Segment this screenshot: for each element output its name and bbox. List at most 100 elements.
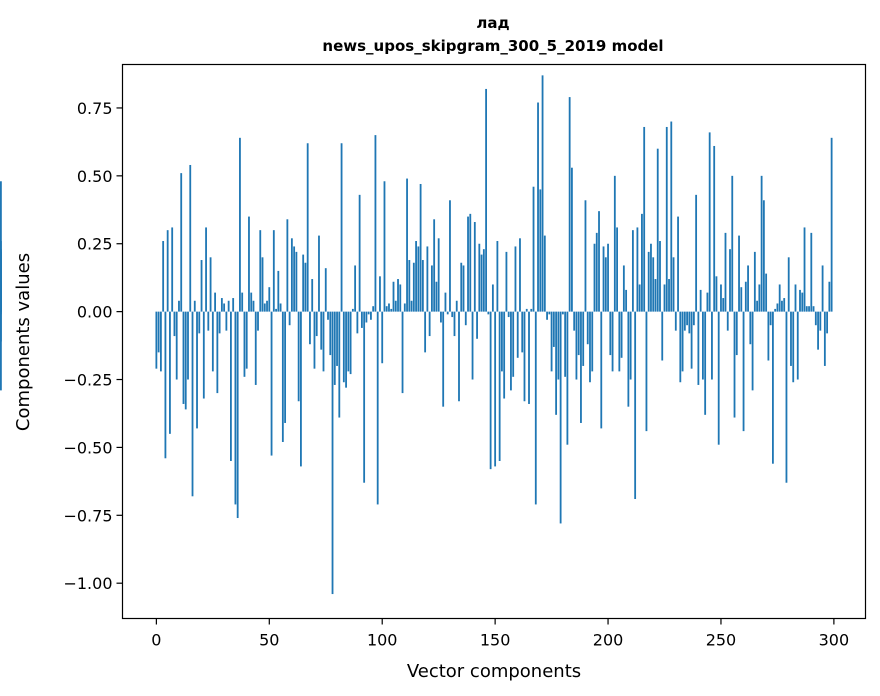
bar bbox=[620, 311, 623, 358]
bar bbox=[828, 281, 831, 312]
bar bbox=[234, 311, 237, 505]
bar bbox=[207, 311, 210, 331]
bar bbox=[476, 311, 478, 339]
bar bbox=[772, 311, 774, 464]
bar bbox=[534, 311, 537, 505]
y-tick-label: −0.75 bbox=[63, 506, 112, 525]
bar bbox=[573, 311, 576, 331]
bar bbox=[223, 303, 226, 312]
bar bbox=[652, 257, 655, 312]
y-tick-label: −0.25 bbox=[63, 371, 112, 390]
bar bbox=[164, 311, 167, 459]
bar bbox=[318, 235, 320, 312]
bar bbox=[595, 232, 598, 312]
bar bbox=[762, 200, 765, 312]
bar bbox=[528, 311, 530, 404]
bar bbox=[683, 311, 686, 331]
bar bbox=[589, 311, 591, 383]
bar bbox=[803, 227, 806, 312]
bar bbox=[769, 311, 772, 326]
bar bbox=[311, 279, 314, 312]
bar bbox=[313, 311, 316, 369]
bar bbox=[765, 273, 768, 312]
bar bbox=[751, 311, 754, 391]
bar bbox=[209, 257, 212, 312]
bar bbox=[421, 260, 424, 312]
bar bbox=[501, 311, 503, 372]
y-tick-label: 0.00 bbox=[77, 303, 113, 322]
x-tick-label: 200 bbox=[593, 631, 624, 650]
bar bbox=[462, 265, 465, 312]
bar bbox=[559, 311, 562, 524]
bar bbox=[532, 186, 535, 312]
bar bbox=[591, 311, 594, 372]
bar bbox=[810, 232, 813, 312]
bar bbox=[787, 257, 790, 312]
bar bbox=[758, 284, 761, 312]
bar bbox=[826, 311, 829, 334]
bar bbox=[458, 311, 460, 402]
bar bbox=[774, 308, 777, 312]
bar bbox=[437, 238, 440, 312]
bar bbox=[453, 311, 456, 337]
bar bbox=[731, 175, 734, 312]
x-tick-label: 150 bbox=[480, 631, 511, 650]
bar bbox=[297, 311, 300, 402]
bar bbox=[257, 311, 259, 331]
bar bbox=[781, 300, 783, 312]
bar bbox=[442, 311, 445, 407]
bar bbox=[510, 311, 512, 391]
bar bbox=[819, 311, 822, 331]
bar bbox=[324, 268, 327, 312]
x-axis-label: Vector components bbox=[407, 661, 581, 682]
bar bbox=[159, 311, 162, 372]
bar bbox=[403, 303, 406, 312]
bar bbox=[379, 276, 381, 312]
bar bbox=[711, 311, 713, 380]
bar bbox=[356, 311, 359, 334]
bar bbox=[747, 265, 749, 312]
bar bbox=[191, 311, 194, 497]
bar bbox=[171, 227, 174, 312]
bar bbox=[424, 311, 427, 353]
bar bbox=[444, 292, 447, 312]
bar bbox=[0, 181, 2, 312]
bar bbox=[600, 311, 603, 429]
bar bbox=[679, 311, 682, 383]
bar bbox=[564, 311, 567, 377]
bar bbox=[627, 311, 630, 407]
bar bbox=[738, 235, 740, 312]
bar bbox=[272, 230, 275, 312]
bar bbox=[322, 311, 325, 372]
bar bbox=[681, 311, 684, 372]
bar bbox=[399, 284, 402, 312]
bar bbox=[372, 306, 375, 312]
bar bbox=[503, 311, 506, 399]
bar bbox=[537, 102, 539, 312]
bar bbox=[756, 300, 759, 312]
bar bbox=[505, 251, 508, 312]
bar bbox=[485, 88, 487, 312]
bar bbox=[507, 311, 510, 318]
x-tick-label: 0 bbox=[151, 631, 161, 650]
bar bbox=[338, 311, 341, 418]
bar bbox=[706, 292, 709, 312]
bar bbox=[365, 311, 368, 323]
bar bbox=[230, 311, 232, 461]
y-tick-label: 0.50 bbox=[77, 167, 113, 186]
bar bbox=[650, 243, 652, 312]
bar bbox=[478, 243, 481, 312]
bar bbox=[331, 311, 334, 595]
bar bbox=[254, 311, 257, 385]
bar bbox=[162, 241, 165, 312]
bar bbox=[385, 306, 388, 312]
bar bbox=[634, 311, 637, 500]
bar bbox=[370, 311, 372, 320]
bar bbox=[363, 311, 366, 483]
bar bbox=[749, 311, 752, 345]
bar bbox=[367, 311, 370, 315]
bar bbox=[790, 311, 792, 366]
bar bbox=[345, 311, 347, 388]
bar bbox=[193, 300, 196, 312]
